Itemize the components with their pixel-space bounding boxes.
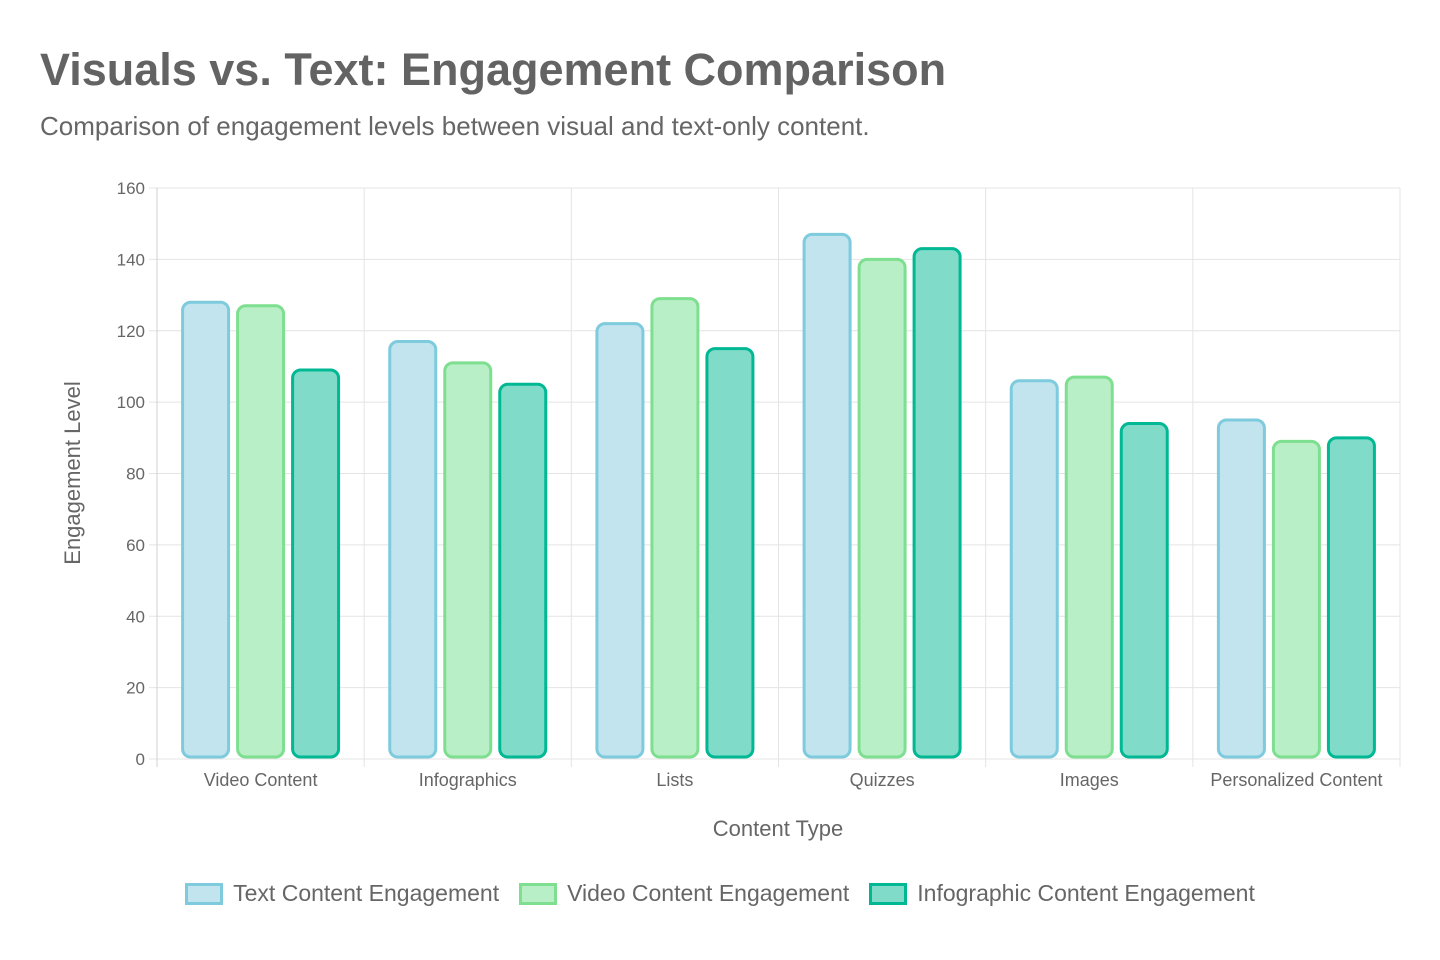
bar[interactable] <box>388 339 438 759</box>
x-tick-label: Infographics <box>419 770 517 790</box>
x-axis-ticks: Video Content Infographics Lists Quizzes Ima… <box>204 770 1383 790</box>
x-tick-label: Video Content <box>204 770 318 790</box>
bar[interactable] <box>595 322 645 759</box>
bar[interactable] <box>650 297 700 759</box>
x-axis-label: Content Type <box>713 816 843 841</box>
bar[interactable] <box>1009 379 1059 759</box>
x-tick-label: Quizzes <box>850 770 915 790</box>
legend-item[interactable]: Infographic Content Engagement <box>869 880 1255 907</box>
bar[interactable] <box>705 347 755 759</box>
bar-chart: 0 20 40 60 80 100 120 140 160 Video Content Infog… <box>60 179 1401 841</box>
bar[interactable] <box>1216 418 1266 759</box>
chart-title: Visuals vs. Text: Engagement Comparison <box>40 44 947 95</box>
y-axis-label: Engagement Level <box>60 381 85 564</box>
y-tick-label: 100 <box>117 393 145 412</box>
bar[interactable] <box>1119 422 1169 759</box>
chart-subtitle: Comparison of engagement levels between … <box>40 111 870 141</box>
y-tick-label: 140 <box>117 250 145 269</box>
legend: Text Content Engagement Video Content Eng… <box>0 880 1440 907</box>
bar[interactable] <box>236 304 286 759</box>
x-tick-label: Images <box>1060 770 1119 790</box>
bars <box>181 232 1376 759</box>
legend-item[interactable]: Text Content Engagement <box>185 880 499 907</box>
bar[interactable] <box>443 361 493 759</box>
y-tick-label: 20 <box>126 679 145 698</box>
y-tick-label: 120 <box>117 322 145 341</box>
bar[interactable] <box>1064 375 1114 759</box>
y-tick-label: 80 <box>126 465 145 484</box>
legend-swatch <box>869 882 908 905</box>
legend-label: Text Content Engagement <box>233 880 500 906</box>
bar[interactable] <box>912 247 962 759</box>
legend-label: Infographic Content Engagement <box>917 880 1255 906</box>
bar[interactable] <box>857 257 907 759</box>
y-tick-label: 40 <box>126 607 145 626</box>
grid-lines <box>149 187 1401 767</box>
legend-swatch <box>519 882 558 905</box>
y-axis-ticks: 0 20 40 60 80 100 120 140 160 <box>117 179 145 769</box>
x-tick-label: Lists <box>656 770 693 790</box>
bar[interactable] <box>802 232 852 759</box>
legend-item[interactable]: Video Content Engagement <box>519 880 849 907</box>
x-tick-label: Personalized Content <box>1210 770 1382 790</box>
legend-swatch <box>185 882 224 905</box>
legend-label: Video Content Engagement <box>567 880 850 906</box>
bar[interactable] <box>498 382 548 759</box>
y-tick-label: 60 <box>126 536 145 555</box>
bar[interactable] <box>181 300 231 759</box>
y-tick-label: 160 <box>117 179 145 198</box>
bar[interactable] <box>1326 436 1376 759</box>
bar[interactable] <box>291 368 341 759</box>
bar[interactable] <box>1271 439 1321 759</box>
y-tick-label: 0 <box>136 750 145 769</box>
